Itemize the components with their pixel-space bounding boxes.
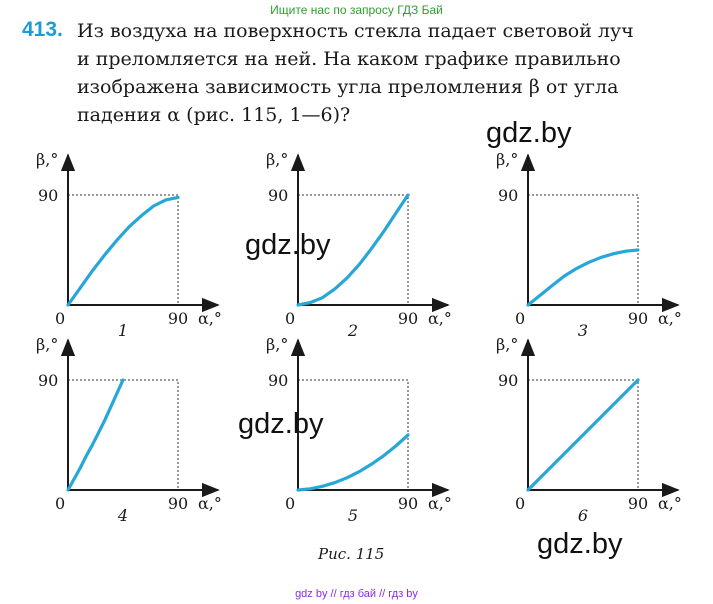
figure-caption: Рис. 115	[318, 545, 385, 563]
guide-line	[68, 194, 179, 305]
guide-line	[68, 379, 179, 490]
chart-index-label: 5	[348, 506, 358, 525]
y-axis-label: β,°	[496, 335, 518, 354]
x-tick-label: 90	[168, 494, 188, 513]
problem-line: и преломляется на ней. На каком графике …	[77, 48, 621, 70]
top-banner: Ищите нас по запросу ГДЗ Бай	[270, 3, 443, 17]
y-axis-label: β,°	[36, 335, 58, 354]
data-line	[296, 193, 410, 307]
x-axis-label: α,°	[658, 309, 682, 328]
problem-line: падения α (рис. 115, 1—6)?	[77, 104, 351, 126]
x-axis-label: α,°	[658, 494, 682, 513]
x-tick-label: 90	[628, 309, 648, 328]
problem-number: 413.	[22, 18, 63, 41]
chart-index-label: 6	[578, 506, 588, 525]
data-line	[66, 195, 180, 307]
x-axis-label: α,°	[198, 309, 222, 328]
data-line	[526, 378, 640, 492]
y-axis-label: β,°	[496, 150, 518, 169]
problem-line: изображена зависимость угла преломления …	[77, 76, 619, 98]
x-tick-label: 90	[168, 309, 188, 328]
guide-line	[528, 194, 639, 305]
guide-line	[298, 379, 409, 490]
y-axis-label: β,°	[266, 150, 288, 169]
y-tick-label: 90	[268, 371, 288, 390]
x-axis-label: α,°	[428, 494, 452, 513]
data-line	[296, 433, 410, 492]
problem-text: Из воздуха на поверхность стекла падает …	[77, 17, 692, 129]
x-axis-label: α,°	[198, 494, 222, 513]
y-tick-label: 90	[268, 186, 288, 205]
x-axis-label: α,°	[428, 309, 452, 328]
x-tick-label: 90	[628, 494, 648, 513]
y-tick-label: 90	[38, 186, 58, 205]
y-axis-label: β,°	[266, 335, 288, 354]
problem-line: Из воздуха на поверхность стекла падает …	[77, 20, 634, 42]
chart-index-label: 4	[117, 506, 128, 525]
x-tick-label: 90	[398, 494, 418, 513]
origin-label: 0	[515, 494, 525, 513]
y-tick-label: 90	[498, 371, 518, 390]
x-tick-label: 90	[398, 309, 418, 328]
data-line	[526, 248, 640, 307]
y-tick-label: 90	[498, 186, 518, 205]
chart-index-label: 2	[347, 321, 358, 340]
chart-index-label: 1	[118, 321, 128, 340]
watermark: gdz.by	[537, 528, 623, 560]
origin-label: 0	[285, 494, 295, 513]
y-axis-label: β,°	[36, 150, 58, 169]
footer-watermark: gdz by // гдз бай // гдз by	[295, 588, 418, 600]
origin-label: 0	[515, 309, 525, 328]
data-line	[66, 378, 125, 492]
watermark: gdz.by	[238, 408, 324, 440]
y-tick-label: 90	[38, 371, 58, 390]
chart-index-label: 3	[578, 321, 588, 340]
origin-label: 0	[285, 309, 295, 328]
origin-label: 0	[55, 494, 65, 513]
watermark: gdz.by	[245, 229, 331, 261]
watermark: gdz.by	[486, 117, 572, 149]
origin-label: 0	[55, 309, 65, 328]
